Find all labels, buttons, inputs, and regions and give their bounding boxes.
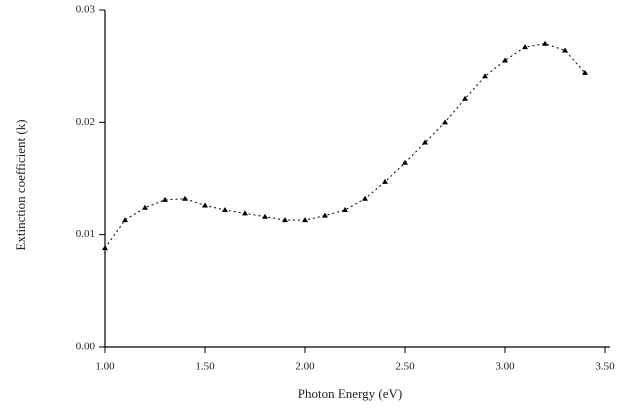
data-point (122, 217, 128, 223)
data-point (402, 159, 408, 165)
data-point (302, 217, 308, 223)
x-tick-label: 3.50 (595, 361, 615, 373)
data-point (382, 178, 388, 184)
data-point (362, 195, 368, 201)
x-tick-label: 3.00 (495, 361, 515, 373)
data-point (162, 196, 168, 202)
x-tick-label: 2.50 (395, 361, 415, 373)
x-tick-label: 2.00 (295, 361, 315, 373)
data-point (462, 95, 468, 101)
data-point (562, 47, 568, 53)
y-tick-label: 0.00 (76, 341, 96, 353)
data-point (422, 139, 428, 145)
y-axis-label: Extinction coefficient (k) (13, 119, 28, 250)
x-axis-label: Photon Energy (eV) (298, 386, 402, 401)
data-point (262, 213, 268, 219)
y-tick-label: 0.02 (76, 116, 95, 128)
data-point (142, 204, 148, 210)
data-point (502, 57, 508, 63)
data-point (222, 206, 228, 212)
series-line (104, 43, 586, 249)
data-point (282, 217, 288, 223)
data-point (202, 202, 208, 208)
data-point (322, 212, 328, 218)
data-point (442, 119, 448, 125)
data-point (522, 44, 528, 50)
data-point (242, 210, 248, 216)
data-point (482, 73, 488, 79)
x-tick-label: 1.00 (95, 361, 115, 373)
y-tick-label: 0.01 (76, 228, 95, 240)
x-tick-label: 1.50 (195, 361, 215, 373)
data-point (182, 195, 188, 201)
data-point (102, 245, 108, 251)
data-point (342, 206, 348, 212)
data-point (542, 40, 548, 46)
data-point (582, 69, 588, 75)
y-tick-label: 0.03 (76, 4, 96, 16)
